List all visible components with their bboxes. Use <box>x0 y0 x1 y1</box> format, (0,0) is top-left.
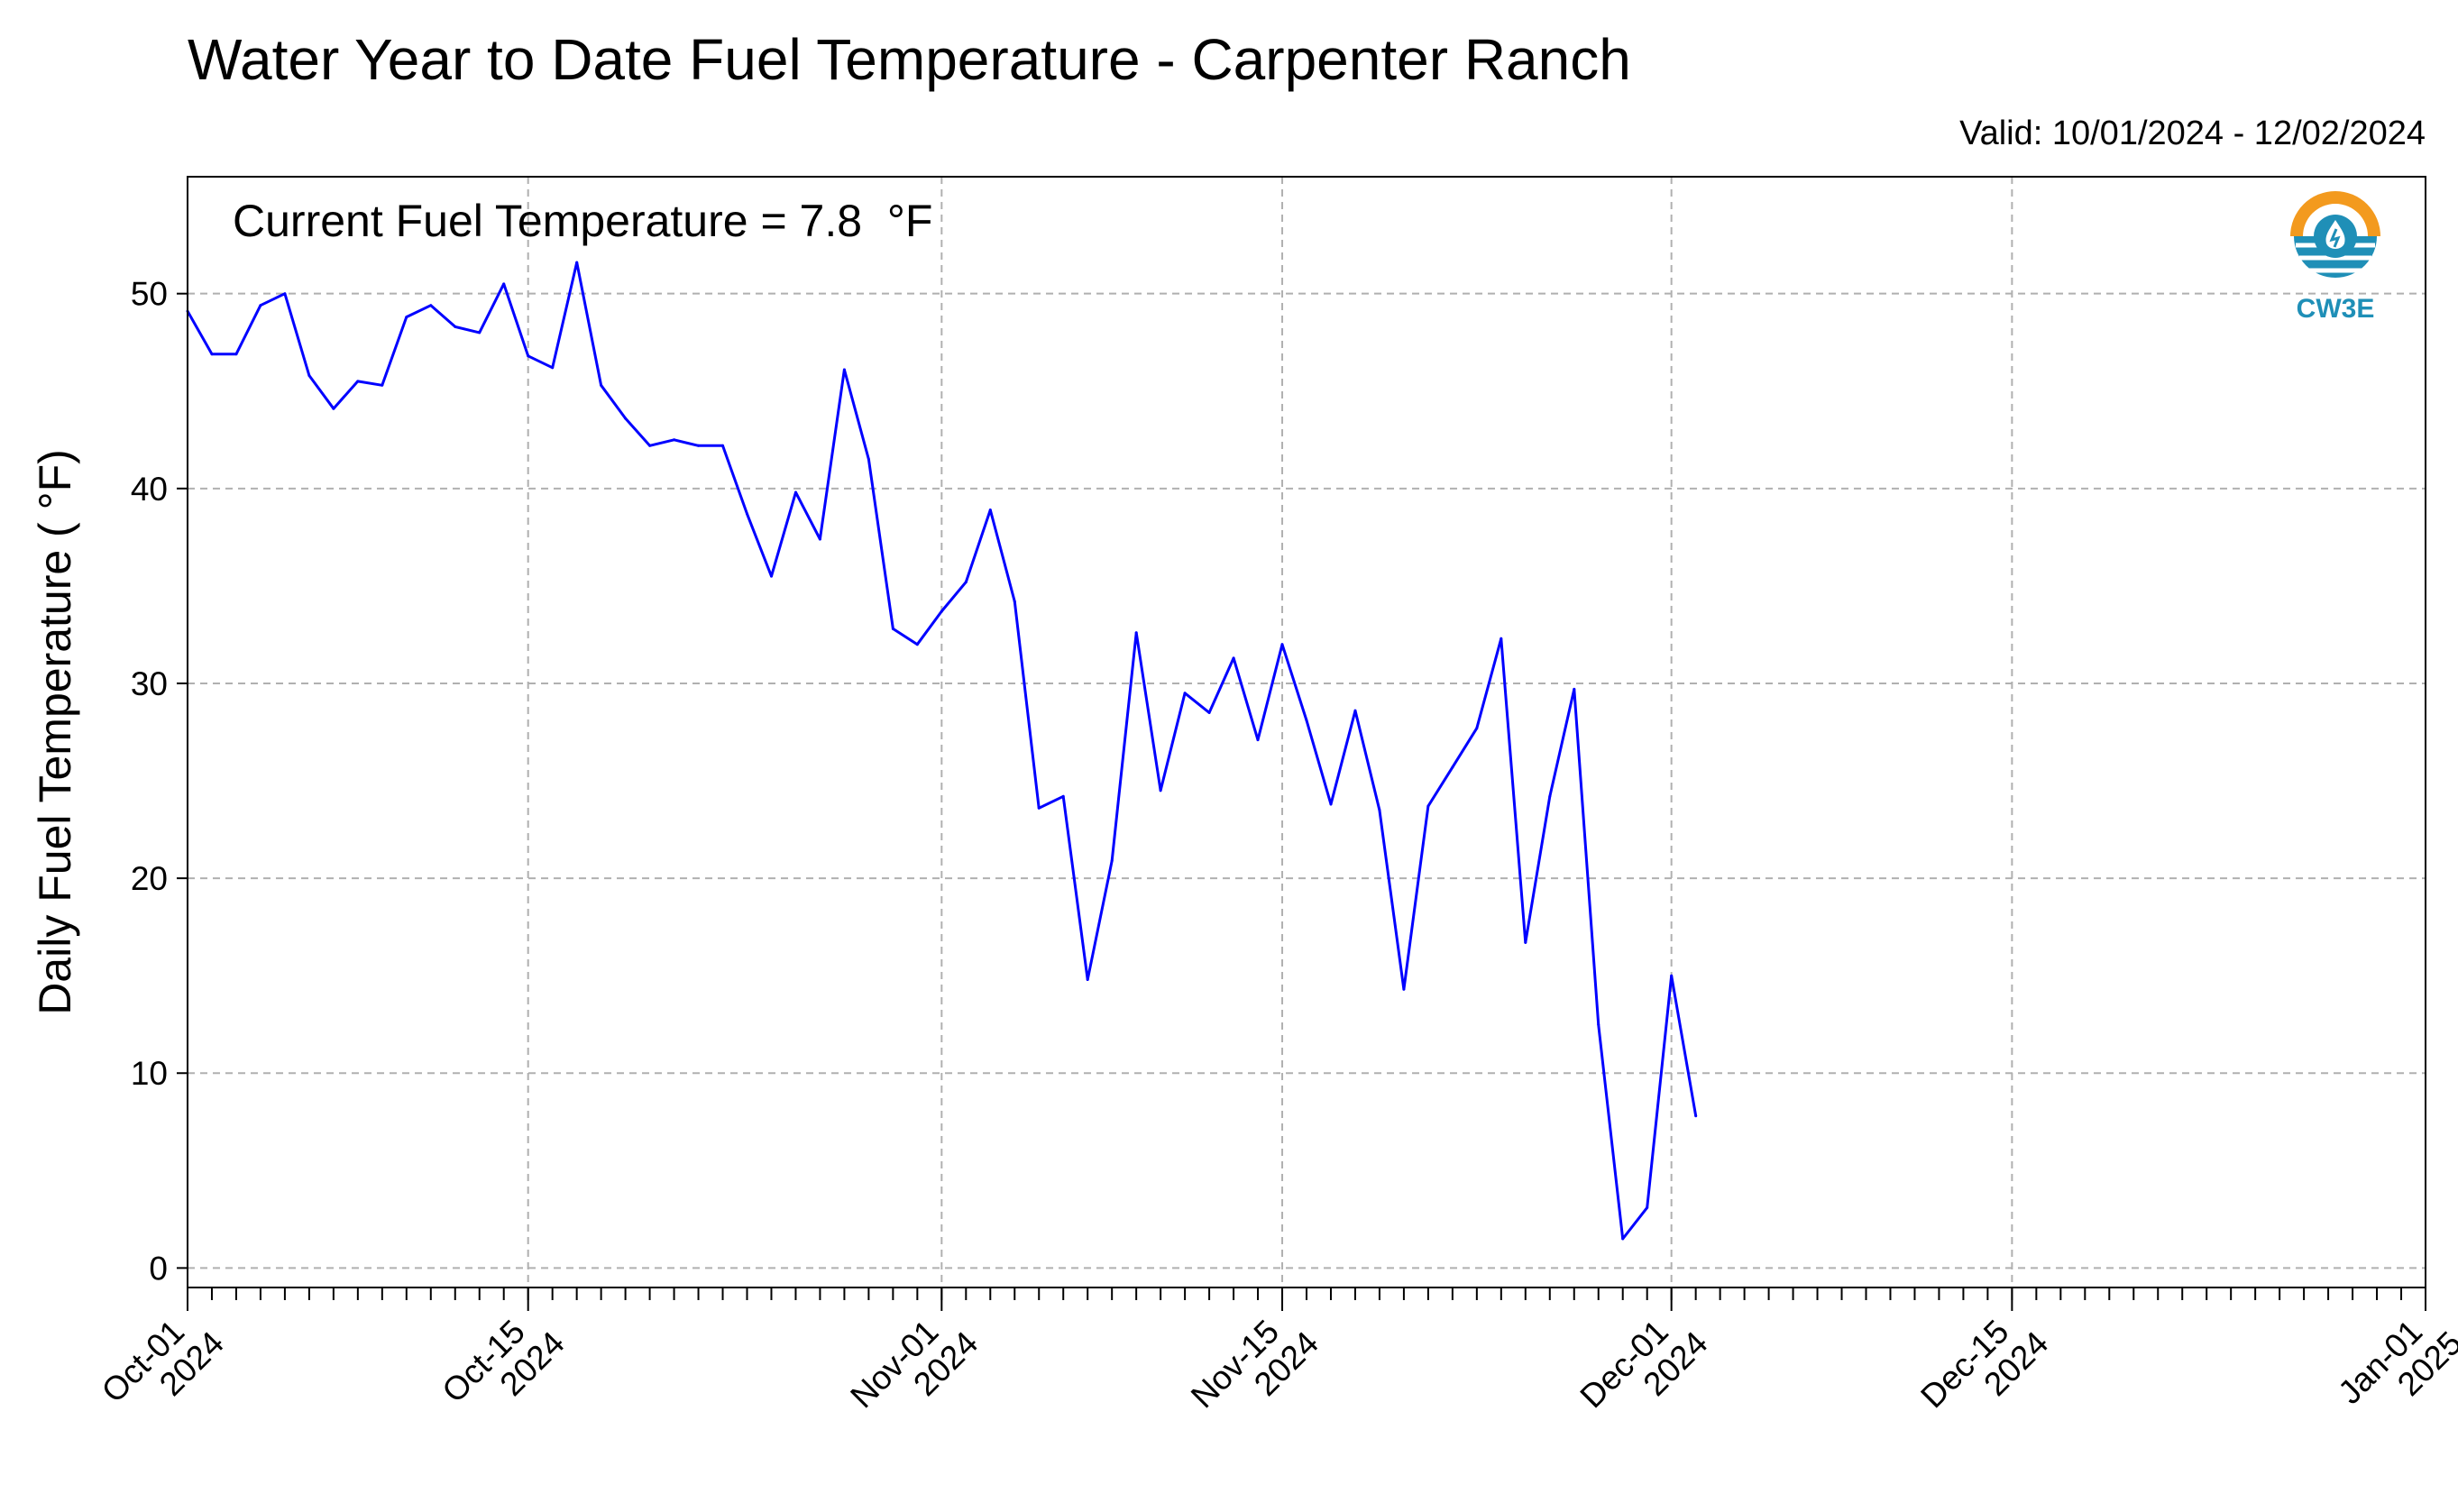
data-point <box>1280 643 1284 646</box>
y-tick-label: 0 <box>149 1250 168 1287</box>
data-point <box>551 366 555 370</box>
data-point <box>964 581 968 584</box>
data-point <box>673 438 676 442</box>
data-point <box>770 574 773 578</box>
data-point <box>1232 656 1235 660</box>
data-point <box>697 444 700 447</box>
data-point <box>721 444 724 447</box>
data-point <box>891 627 894 630</box>
data-point <box>575 261 579 264</box>
cw3e-logo-text: CW3E <box>2297 294 2375 324</box>
valid-date-range: Valid: 10/01/2024 - 12/02/2024 <box>1959 115 2426 152</box>
data-point <box>502 282 506 286</box>
data-point <box>988 509 992 512</box>
data-point <box>1353 709 1357 712</box>
data-point <box>283 292 287 296</box>
y-tick-label: 20 <box>131 860 168 897</box>
data-point <box>381 383 384 387</box>
data-point <box>1621 1237 1625 1241</box>
data-point <box>794 490 797 494</box>
data-point <box>1426 804 1430 808</box>
series-layer <box>186 261 1698 1241</box>
data-point <box>648 444 652 447</box>
data-point <box>1451 765 1454 769</box>
y-axis: 0 10 20 30 40 50 <box>131 276 188 1287</box>
plot-area <box>186 176 2426 1288</box>
data-point <box>307 374 311 377</box>
data-point <box>1134 631 1138 635</box>
data-point <box>1670 974 1674 977</box>
data-point <box>527 354 530 358</box>
data-point <box>1086 978 1089 981</box>
y-tick-label: 30 <box>131 665 168 702</box>
data-point <box>1548 794 1552 798</box>
data-point <box>940 609 943 613</box>
data-point <box>1524 940 1527 944</box>
data-point <box>356 380 360 383</box>
cw3e-logo: CW3E <box>2288 191 2382 324</box>
data-point <box>1475 727 1479 730</box>
data-point <box>210 353 214 356</box>
data-point <box>600 383 603 387</box>
data-point <box>1013 600 1016 603</box>
data-point <box>818 537 821 541</box>
data-point <box>624 417 628 420</box>
data-point <box>1573 687 1576 691</box>
y-tick-label: 40 <box>131 471 168 508</box>
y-tick-label: 50 <box>131 276 168 313</box>
data-point <box>746 512 748 516</box>
data-point <box>1378 809 1381 811</box>
data-point <box>915 643 919 646</box>
data-point <box>259 304 262 307</box>
data-point <box>405 316 408 319</box>
data-point <box>1256 738 1260 742</box>
chart-title: Water Year to Date Fuel Temperature - Ca… <box>188 27 1631 92</box>
water-drop-icon <box>2288 191 2382 287</box>
y-tick-label: 10 <box>131 1055 168 1092</box>
data-point <box>1597 1022 1600 1026</box>
current-fuel-temperature-annotation: Current Fuel Temperature = 7.8 °F <box>233 196 932 246</box>
data-point <box>842 368 846 371</box>
data-point <box>1037 806 1041 810</box>
data-point <box>1646 1205 1649 1209</box>
data-point <box>1305 719 1308 722</box>
data-point <box>234 353 238 356</box>
data-point <box>1110 859 1114 863</box>
data-point <box>1207 710 1211 714</box>
data-point <box>1159 789 1162 793</box>
data-point <box>478 331 482 334</box>
data-point <box>1402 987 1406 991</box>
data-point <box>1694 1114 1698 1118</box>
data-point <box>1061 794 1065 798</box>
data-point <box>454 325 457 328</box>
data-point <box>332 407 335 410</box>
data-point <box>867 457 870 461</box>
data-point <box>429 304 433 307</box>
data-point <box>1329 802 1333 806</box>
data-point <box>1500 637 1503 640</box>
y-axis-label: Daily Fuel Temperature ( °F) <box>30 449 80 1015</box>
data-point <box>1183 692 1187 695</box>
